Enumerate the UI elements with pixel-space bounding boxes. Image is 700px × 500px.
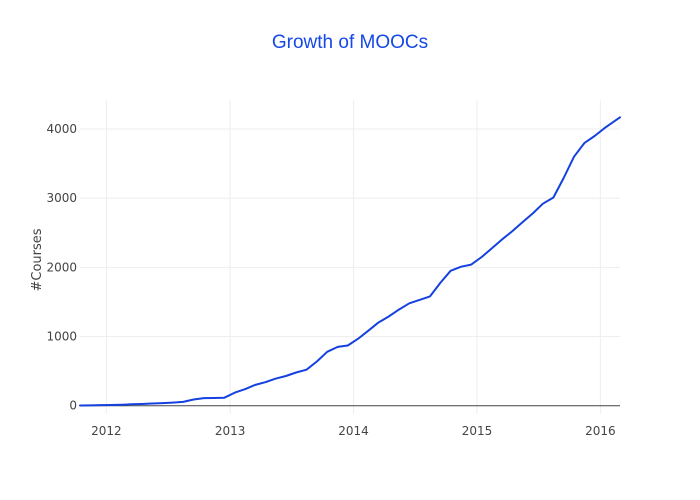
gridlines [80, 100, 620, 414]
y-tick-labels: 0 1000 2000 3000 4000 [46, 122, 77, 413]
y-tick-label: 1000 [46, 330, 77, 344]
y-tick-label: 3000 [46, 191, 77, 205]
y-tick-label: 4000 [46, 122, 77, 136]
x-tick-label: 2014 [338, 424, 369, 438]
y-tick-label: 2000 [46, 260, 77, 274]
series-line [79, 116, 621, 407]
x-tick-label: 2012 [91, 424, 122, 438]
y-axis-title: #Courses [30, 228, 45, 291]
x-tick-label: 2015 [462, 424, 493, 438]
x-tick-labels: 2012 2013 2014 2015 2016 [91, 424, 616, 438]
x-tick-label: 2013 [215, 424, 246, 438]
chart-title: Growth of MOOCs [271, 32, 429, 53]
y-tick-label: 0 [69, 399, 77, 413]
series-layer [79, 116, 621, 407]
x-tick-label: 2016 [585, 424, 616, 438]
